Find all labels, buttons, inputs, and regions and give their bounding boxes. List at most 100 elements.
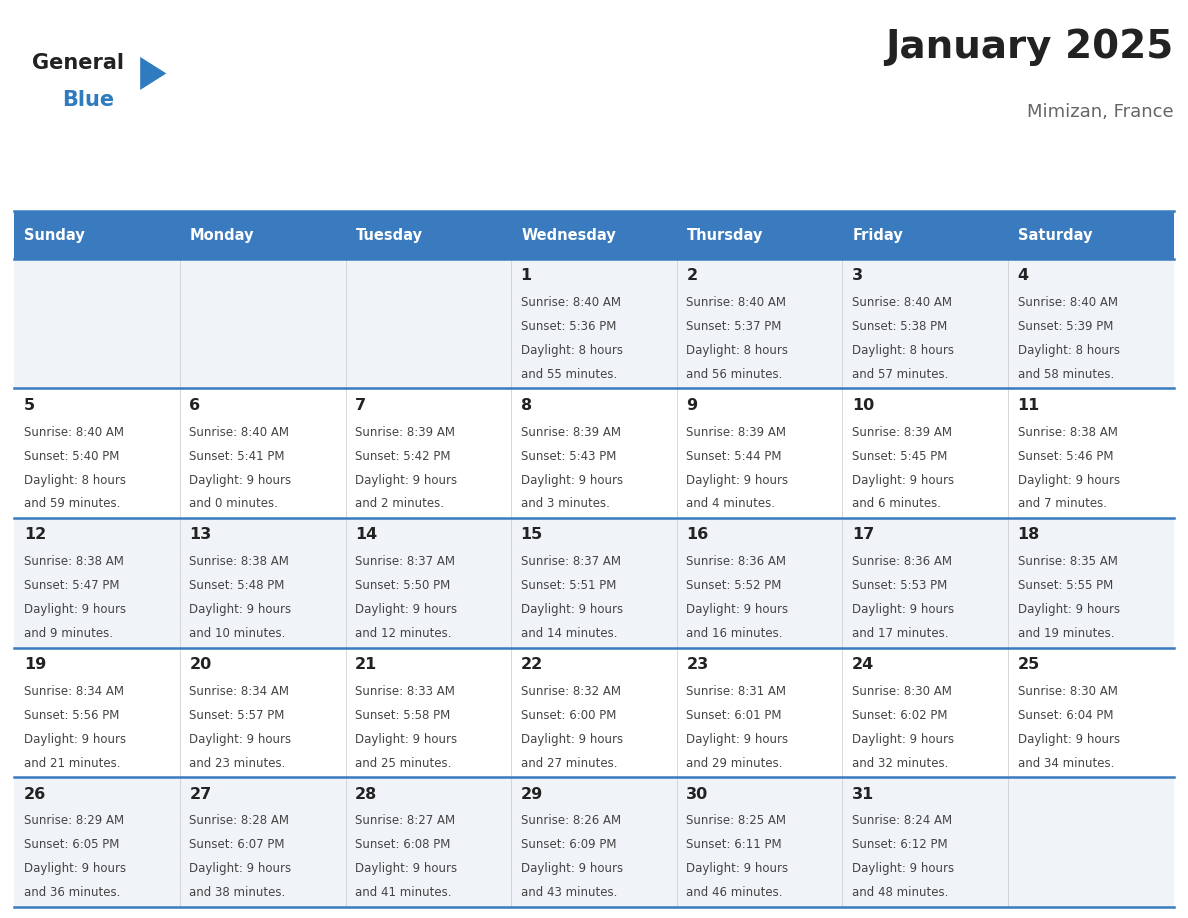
Text: Sunset: 5:40 PM: Sunset: 5:40 PM — [24, 450, 119, 463]
Text: Sunrise: 8:35 AM: Sunrise: 8:35 AM — [1018, 555, 1118, 568]
Text: and 10 minutes.: and 10 minutes. — [189, 627, 286, 640]
Text: Daylight: 9 hours: Daylight: 9 hours — [189, 474, 291, 487]
Text: Daylight: 9 hours: Daylight: 9 hours — [355, 474, 457, 487]
Text: Sunrise: 8:40 AM: Sunrise: 8:40 AM — [687, 296, 786, 309]
Text: and 27 minutes.: and 27 minutes. — [520, 756, 618, 769]
Polygon shape — [140, 57, 166, 90]
Bar — [511, 211, 677, 259]
Text: and 34 minutes.: and 34 minutes. — [1018, 756, 1114, 769]
Text: Sunset: 5:53 PM: Sunset: 5:53 PM — [852, 579, 947, 592]
Bar — [346, 211, 511, 259]
Text: 14: 14 — [355, 527, 378, 543]
Text: and 48 minutes.: and 48 minutes. — [852, 887, 948, 900]
Text: Sunrise: 8:28 AM: Sunrise: 8:28 AM — [189, 814, 290, 827]
Text: Daylight: 9 hours: Daylight: 9 hours — [520, 733, 623, 745]
Text: Sunrise: 8:40 AM: Sunrise: 8:40 AM — [520, 296, 620, 309]
Text: Daylight: 9 hours: Daylight: 9 hours — [852, 474, 954, 487]
Text: Daylight: 8 hours: Daylight: 8 hours — [687, 344, 789, 357]
Text: and 14 minutes.: and 14 minutes. — [520, 627, 618, 640]
Text: Daylight: 9 hours: Daylight: 9 hours — [687, 603, 789, 616]
Bar — [1009, 259, 1174, 388]
Text: Sunset: 6:04 PM: Sunset: 6:04 PM — [1018, 709, 1113, 722]
Bar — [842, 648, 1009, 778]
Text: Sunrise: 8:40 AM: Sunrise: 8:40 AM — [1018, 296, 1118, 309]
Text: Sunset: 5:56 PM: Sunset: 5:56 PM — [24, 709, 119, 722]
Text: Mimizan, France: Mimizan, France — [1028, 103, 1174, 121]
Text: Sunset: 5:52 PM: Sunset: 5:52 PM — [687, 579, 782, 592]
Text: 1: 1 — [520, 268, 532, 283]
Bar — [842, 518, 1009, 648]
Bar — [511, 388, 677, 518]
Text: and 36 minutes.: and 36 minutes. — [24, 887, 120, 900]
Text: 2: 2 — [687, 268, 697, 283]
Text: 6: 6 — [189, 397, 201, 413]
Text: Daylight: 9 hours: Daylight: 9 hours — [687, 862, 789, 876]
Text: and 0 minutes.: and 0 minutes. — [189, 498, 278, 510]
Bar — [842, 211, 1009, 259]
Bar — [179, 388, 346, 518]
Text: 29: 29 — [520, 787, 543, 801]
Text: Daylight: 9 hours: Daylight: 9 hours — [687, 733, 789, 745]
Text: and 7 minutes.: and 7 minutes. — [1018, 498, 1106, 510]
Bar — [1009, 211, 1174, 259]
Text: Sunrise: 8:40 AM: Sunrise: 8:40 AM — [24, 426, 124, 439]
Text: Sunset: 6:02 PM: Sunset: 6:02 PM — [852, 709, 948, 722]
Bar — [179, 518, 346, 648]
Text: and 29 minutes.: and 29 minutes. — [687, 756, 783, 769]
Bar — [511, 778, 677, 907]
Bar — [1009, 648, 1174, 778]
Text: 23: 23 — [687, 657, 708, 672]
Text: Sunrise: 8:31 AM: Sunrise: 8:31 AM — [687, 685, 786, 698]
Text: Sunset: 5:41 PM: Sunset: 5:41 PM — [189, 450, 285, 463]
Text: 13: 13 — [189, 527, 211, 543]
Text: Sunset: 5:50 PM: Sunset: 5:50 PM — [355, 579, 450, 592]
Text: Sunday: Sunday — [24, 228, 86, 242]
Text: 3: 3 — [852, 268, 864, 283]
Text: and 21 minutes.: and 21 minutes. — [24, 756, 120, 769]
Bar — [842, 388, 1009, 518]
Text: and 56 minutes.: and 56 minutes. — [687, 368, 783, 381]
Text: Sunset: 6:00 PM: Sunset: 6:00 PM — [520, 709, 617, 722]
Text: 12: 12 — [24, 527, 46, 543]
Text: and 16 minutes.: and 16 minutes. — [687, 627, 783, 640]
Text: Sunrise: 8:39 AM: Sunrise: 8:39 AM — [687, 426, 786, 439]
Bar — [179, 259, 346, 388]
Text: Sunrise: 8:39 AM: Sunrise: 8:39 AM — [852, 426, 952, 439]
Text: Daylight: 8 hours: Daylight: 8 hours — [1018, 344, 1119, 357]
Bar — [346, 518, 511, 648]
Text: 22: 22 — [520, 657, 543, 672]
Text: and 38 minutes.: and 38 minutes. — [189, 887, 285, 900]
Text: Sunset: 6:08 PM: Sunset: 6:08 PM — [355, 838, 450, 851]
Text: Daylight: 8 hours: Daylight: 8 hours — [520, 344, 623, 357]
Text: Sunrise: 8:36 AM: Sunrise: 8:36 AM — [852, 555, 952, 568]
Bar — [1009, 518, 1174, 648]
Text: Sunset: 6:05 PM: Sunset: 6:05 PM — [24, 838, 119, 851]
Text: Daylight: 9 hours: Daylight: 9 hours — [520, 862, 623, 876]
Text: Daylight: 9 hours: Daylight: 9 hours — [520, 474, 623, 487]
Bar — [14, 518, 179, 648]
Text: 31: 31 — [852, 787, 874, 801]
Text: and 12 minutes.: and 12 minutes. — [355, 627, 451, 640]
Text: and 25 minutes.: and 25 minutes. — [355, 756, 451, 769]
Text: Sunset: 5:43 PM: Sunset: 5:43 PM — [520, 450, 617, 463]
Bar — [179, 648, 346, 778]
Text: 10: 10 — [852, 397, 874, 413]
Text: Sunrise: 8:39 AM: Sunrise: 8:39 AM — [520, 426, 620, 439]
Text: Sunset: 5:44 PM: Sunset: 5:44 PM — [687, 450, 782, 463]
Text: Sunset: 5:37 PM: Sunset: 5:37 PM — [687, 319, 782, 333]
Text: Sunset: 6:01 PM: Sunset: 6:01 PM — [687, 709, 782, 722]
Text: 26: 26 — [24, 787, 46, 801]
Text: and 2 minutes.: and 2 minutes. — [355, 498, 444, 510]
Bar — [14, 388, 179, 518]
Text: Sunrise: 8:26 AM: Sunrise: 8:26 AM — [520, 814, 621, 827]
Bar — [346, 388, 511, 518]
Bar — [346, 259, 511, 388]
Text: Sunset: 5:51 PM: Sunset: 5:51 PM — [520, 579, 617, 592]
Text: Sunrise: 8:33 AM: Sunrise: 8:33 AM — [355, 685, 455, 698]
Text: Sunset: 5:48 PM: Sunset: 5:48 PM — [189, 579, 285, 592]
Text: and 32 minutes.: and 32 minutes. — [852, 756, 948, 769]
Bar — [14, 211, 179, 259]
Text: Sunrise: 8:25 AM: Sunrise: 8:25 AM — [687, 814, 786, 827]
Text: 30: 30 — [687, 787, 708, 801]
Text: Friday: Friday — [853, 228, 903, 242]
